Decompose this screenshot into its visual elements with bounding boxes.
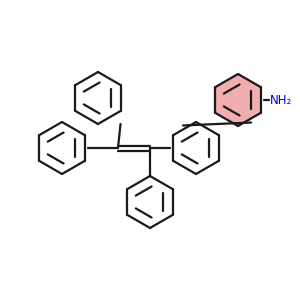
- Polygon shape: [215, 74, 260, 126]
- Text: NH₂: NH₂: [270, 94, 292, 106]
